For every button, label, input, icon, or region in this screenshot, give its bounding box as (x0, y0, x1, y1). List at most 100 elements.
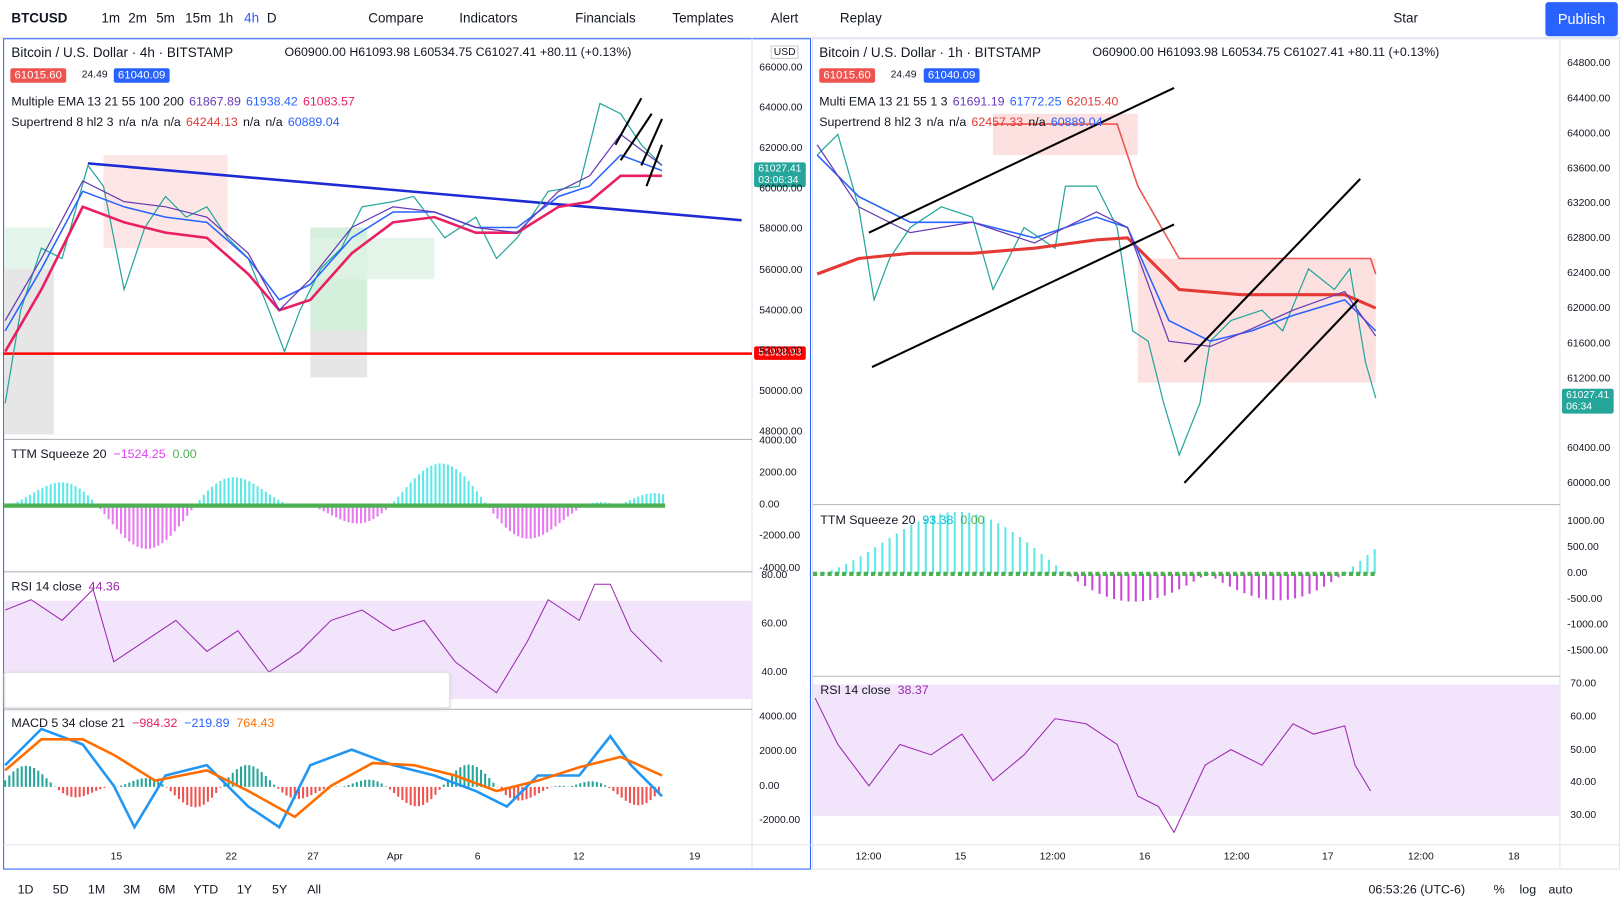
pattern-lines (614, 97, 663, 187)
indicator-value: 61938.42 (246, 94, 298, 109)
indicator-value: −219.89 (184, 715, 230, 731)
price-axis-label: 50000.00 (759, 385, 803, 397)
indicator-name: RSI 14 close (820, 682, 891, 697)
interval-button[interactable]: 5m (156, 10, 175, 26)
range-button[interactable]: All (307, 882, 322, 897)
interval-button[interactable]: 2m (128, 10, 147, 26)
interval-button[interactable]: 1h (218, 10, 234, 26)
ema-line (4, 174, 663, 353)
ema-line (816, 144, 1377, 348)
price-axis-label: 500.00 (1567, 541, 1599, 554)
range-button[interactable]: 3M (123, 882, 141, 897)
percent-toggle[interactable]: % (1493, 882, 1505, 897)
interval-button[interactable]: 15m (185, 10, 212, 26)
range-button[interactable]: 5D (52, 882, 69, 897)
indicator-value: 61867.89 (189, 94, 241, 109)
price-axis-label: 61600.00 (1567, 337, 1611, 350)
indicator-value: 0.00 (960, 512, 985, 528)
range-button[interactable]: 1Y (236, 882, 253, 897)
price-axis-label: 4000.00 (759, 711, 797, 723)
bid-price: 61015.60 (819, 68, 875, 83)
spread: 24.49 (890, 69, 917, 81)
price-axis-label: 64000.00 (1567, 127, 1611, 140)
indicator-legend: Multiple EMA 13 21 55 100 200 61867.89 619… (11, 94, 354, 108)
indicator-value: 64244.13 (185, 114, 238, 130)
alert-button[interactable]: Alert (770, 10, 799, 26)
price-axis-label: 60000.00 (759, 183, 803, 195)
interval-button[interactable]: 1m (101, 10, 121, 26)
countdown: 06:34 (1566, 401, 1592, 413)
interval-button[interactable]: D (266, 10, 277, 26)
time-axis-label: 16 (1138, 850, 1151, 863)
indicator-value: −984.32 (132, 715, 178, 731)
indicator-value: 62015.40 (1066, 94, 1119, 109)
auto-toggle[interactable]: auto (1548, 882, 1573, 897)
indicator-name: TTM Squeeze 20 (820, 512, 916, 528)
price-path (816, 133, 1377, 457)
indicator-value: n/a (948, 114, 967, 130)
indicator-name: Supertrend 8 hl2 3 (819, 114, 922, 130)
compare-button[interactable]: Compare (368, 10, 424, 26)
last-price: 61027.41 (1566, 389, 1610, 402)
price-axis-label: 40.00 (761, 666, 788, 679)
price-axis-label: 56000.00 (759, 264, 803, 276)
publish-button[interactable]: Publish (1545, 2, 1618, 37)
price-axis-label: 2000.00 (759, 745, 797, 758)
ohlc: O60900.00 H61093.98 L60534.75 C61027.41 … (284, 44, 632, 59)
range-button[interactable]: 5Y (272, 882, 288, 897)
time-axis-label: 27 (307, 850, 319, 863)
indicator-legend: Supertrend 8 hl2 3 n/a n/a n/a 64244.13 n/a n/… (11, 115, 339, 129)
range-button[interactable]: 1M (87, 882, 106, 897)
symbol[interactable]: BTCUSD (11, 10, 68, 26)
price-axis-label: 4000.00 (759, 435, 797, 447)
time-axis-label: 19 (688, 850, 701, 863)
price-axis-label: 60.00 (761, 618, 788, 630)
price-axis-label: 0.00 (759, 498, 780, 511)
left-pane (3, 38, 811, 870)
range-button[interactable]: 1D (17, 882, 34, 897)
price-axis-label: 58000.00 (759, 223, 803, 236)
indicator-value: n/a (141, 114, 159, 130)
macd-legend: MACD 5 34 close 21 −984.32 −219.89 764.4… (11, 716, 274, 730)
ema-line (4, 154, 663, 332)
range-button[interactable]: YTD (193, 882, 219, 897)
price-axis-label: 80.00 (761, 569, 788, 582)
indicator-name: Multiple EMA 13 21 55 100 200 (11, 94, 184, 109)
rsi-legend: RSI 14 close 44.36 (11, 579, 119, 593)
price-axis-label: 62000.00 (759, 142, 803, 155)
drawing-toolbar[interactable] (4, 672, 450, 709)
price-axis-label: 54000.00 (759, 304, 803, 317)
rsi-legend: RSI 14 close 38.37 (820, 682, 928, 696)
replay-button[interactable]: Replay (839, 10, 882, 26)
time-axis-label: 6 (474, 850, 481, 863)
star-button[interactable]: Star (1393, 10, 1419, 26)
ema-line (816, 236, 1377, 310)
indicator-name: MACD 5 34 close 21 (11, 715, 126, 731)
indicator-value: n/a (163, 114, 181, 130)
interval-button[interactable]: 4h (244, 10, 260, 26)
ttm-legend: TTM Squeeze 20 93.38 0.00 (820, 513, 984, 527)
indicator-value: n/a (265, 114, 283, 130)
financials-button[interactable]: Financials (575, 10, 636, 26)
position-box (4, 268, 54, 435)
price-axis-label: 62400.00 (1567, 267, 1611, 280)
indicators-button[interactable]: Indicators (459, 10, 518, 26)
time-axis-label: 12:00 (1039, 850, 1066, 863)
time-axis-label: 18 (1508, 850, 1520, 863)
indicator-value: 62457.33 (971, 114, 1024, 130)
price-axis-label: 60000.00 (1567, 477, 1611, 490)
countdown: 03:06:34 (758, 174, 799, 187)
indicator-name: RSI 14 close (11, 579, 82, 594)
price-axis-label: 48000.00 (759, 426, 803, 438)
price-axis-label: 64800.00 (1567, 57, 1611, 70)
time-axis-label: 22 (225, 850, 238, 863)
price-axis-label: 63600.00 (1567, 162, 1611, 175)
range-button[interactable]: 6M (158, 882, 176, 897)
log-toggle[interactable]: log (1519, 882, 1537, 897)
price-axis-label: 2000.00 (759, 467, 797, 479)
templates-button[interactable]: Templates (672, 10, 734, 26)
supertrend-fill (1137, 258, 1376, 383)
price-axis-label: 0.00 (1567, 567, 1588, 580)
price-axis-label: 64000.00 (759, 102, 803, 114)
